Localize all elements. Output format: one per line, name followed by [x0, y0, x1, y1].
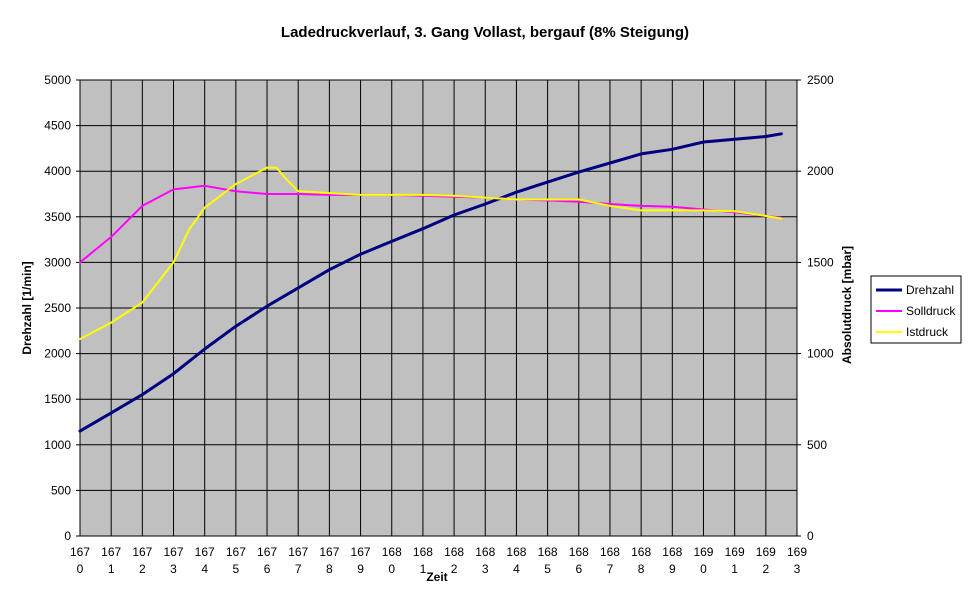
y2-tick-label: 0: [807, 529, 814, 543]
x-tick-label-line2: 2: [451, 562, 458, 576]
legend-label-solldruck: Solldruck: [906, 304, 956, 318]
x-tick-label-line1: 168: [444, 545, 464, 559]
x-tick-label-line1: 168: [600, 545, 620, 559]
legend: Drehzahl Solldruck Istdruck: [870, 275, 962, 344]
x-tick-label-line2: 3: [482, 562, 489, 576]
x-tick-label-line1: 167: [319, 545, 339, 559]
y2-tick-label: 500: [807, 438, 827, 452]
x-tick-label-line1: 168: [382, 545, 402, 559]
series-line-istdruck: [79, 166, 783, 340]
y2-axis-ticks: 0 500 1000 1500 2000 2500: [797, 73, 834, 543]
y-tick-label: 1000: [44, 438, 71, 452]
x-tick-label-line2: 5: [544, 562, 551, 576]
gridlines: [79, 79, 798, 537]
x-tick-label-line1: 167: [164, 545, 184, 559]
x-tick-label-line2: 2: [139, 562, 146, 576]
x-tick-label-line2: 6: [264, 562, 271, 576]
x-tick-label-line1: 168: [413, 545, 433, 559]
x-tick-label-line2: 3: [794, 562, 801, 576]
x-tick-label-line2: 2: [762, 562, 769, 576]
x-tick-label-line1: 169: [756, 545, 776, 559]
x-tick-label-line1: 169: [725, 545, 745, 559]
x-tick-label-line2: 7: [607, 562, 614, 576]
x-axis-label: Zeit: [426, 570, 447, 584]
x-tick-label-line2: 1: [108, 562, 115, 576]
chart-title: Ladedruckverlauf, 3. Gang Vollast, berga…: [281, 24, 689, 41]
x-tick-label-line1: 167: [351, 545, 371, 559]
y-tick-label: 1500: [44, 392, 71, 406]
y2-tick-label: 2000: [807, 164, 834, 178]
y-tick-label: 5000: [44, 73, 71, 87]
x-tick-label-line1: 167: [101, 545, 121, 559]
x-tick-label-line2: 9: [357, 562, 364, 576]
x-tick-label-line2: 7: [295, 562, 302, 576]
y2-tick-label: 1500: [807, 255, 834, 269]
legend-label-istdruck: Istdruck: [906, 325, 949, 339]
x-tick-label-line2: 4: [201, 562, 208, 576]
series-line-drehzahl: [78, 132, 783, 433]
y-tick-label: 3000: [44, 255, 71, 269]
x-tick-label-line1: 169: [787, 545, 807, 559]
y-axis-label: Drehzahl [1/min]: [20, 261, 34, 354]
x-tick-label-line2: 0: [700, 562, 707, 576]
x-tick-label-line2: 3: [170, 562, 177, 576]
y-tick-label: 4500: [44, 119, 71, 133]
x-tick-label-line2: 6: [575, 562, 582, 576]
x-tick-label-line2: 9: [669, 562, 676, 576]
y2-axis-label: Absolutdruck [mbar]: [840, 246, 854, 364]
x-tick-label-line1: 168: [506, 545, 526, 559]
x-tick-label-line1: 167: [132, 545, 152, 559]
x-tick-label-line1: 167: [226, 545, 246, 559]
x-tick-label-line2: 1: [731, 562, 738, 576]
x-tick-label-line1: 167: [195, 545, 215, 559]
y-tick-label: 4000: [44, 164, 71, 178]
y-tick-label: 2000: [44, 347, 71, 361]
x-tick-label-line2: 8: [638, 562, 645, 576]
x-tick-label-line2: 5: [233, 562, 240, 576]
x-tick-label-line1: 168: [475, 545, 495, 559]
x-tick-label-line1: 167: [288, 545, 308, 559]
y-axis-ticks: 0 500 1000 1500 2000 2500 3000 3500 4000 4500 5000: [44, 73, 80, 543]
x-tick-label-line1: 169: [693, 545, 713, 559]
y2-tick-label: 1000: [807, 347, 834, 361]
x-tick-label-line2: 0: [77, 562, 84, 576]
legend-label-drehzahl: Drehzahl: [906, 283, 954, 297]
y-tick-label: 2500: [44, 301, 71, 315]
x-axis-ticks: 1670167116721673167416751676167716781679…: [70, 545, 807, 576]
x-tick-label-line2: 4: [513, 562, 520, 576]
x-tick-label-line1: 167: [257, 545, 277, 559]
x-tick-label-line1: 168: [538, 545, 558, 559]
series-lines: [78, 132, 783, 433]
x-tick-label-line2: 0: [388, 562, 395, 576]
x-tick-label-line1: 168: [662, 545, 682, 559]
x-tick-label-line1: 168: [569, 545, 589, 559]
x-tick-label-line1: 168: [631, 545, 651, 559]
x-tick-label-line1: 167: [70, 545, 90, 559]
x-tick-label-line2: 8: [326, 562, 333, 576]
y-tick-label: 0: [64, 529, 71, 543]
y-tick-label: 3500: [44, 210, 71, 224]
y-tick-label: 500: [51, 483, 71, 497]
x-tick-label-line2: 1: [420, 562, 427, 576]
y2-tick-label: 2500: [807, 73, 834, 87]
